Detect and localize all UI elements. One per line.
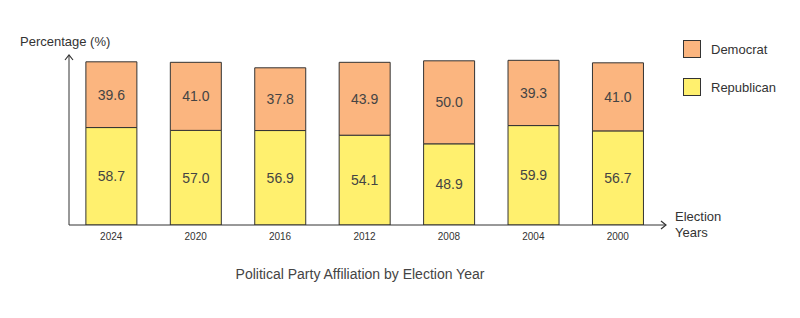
svg-text:2020: 2020 bbox=[185, 231, 208, 242]
svg-text:41.0: 41.0 bbox=[604, 89, 631, 105]
svg-text:2012: 2012 bbox=[353, 231, 376, 242]
html-text:Percentage (%): Percentage (%) bbox=[20, 34, 111, 49]
svg-text:2004: 2004 bbox=[522, 231, 545, 242]
html-text:Republican: Republican bbox=[711, 79, 776, 95]
svg-text:2024: 2024 bbox=[100, 231, 123, 242]
svg-text:37.8: 37.8 bbox=[267, 91, 294, 107]
html-text:Democrat: Democrat bbox=[711, 41, 768, 57]
svg-text:43.9: 43.9 bbox=[351, 91, 378, 107]
svg-text:2000: 2000 bbox=[607, 231, 630, 242]
svg-text:41.0: 41.0 bbox=[182, 88, 209, 104]
svg-text:50.0: 50.0 bbox=[435, 94, 462, 110]
svg-text:2016: 2016 bbox=[269, 231, 292, 242]
svg-text:59.9: 59.9 bbox=[520, 167, 547, 183]
html-text:Political Party Affiliation by: Political Party Affiliation by Election … bbox=[235, 266, 485, 282]
svg-text:2008: 2008 bbox=[438, 231, 461, 242]
html-text:Election Years: Election Years bbox=[675, 209, 722, 240]
svg-text:48.9: 48.9 bbox=[435, 176, 462, 192]
svg-text:57.0: 57.0 bbox=[182, 170, 209, 186]
svg-text:56.9: 56.9 bbox=[267, 170, 294, 186]
svg-text:54.1: 54.1 bbox=[351, 172, 378, 188]
svg-text:56.7: 56.7 bbox=[604, 170, 631, 186]
svg-text:39.3: 39.3 bbox=[520, 85, 547, 101]
svg-text:39.6: 39.6 bbox=[98, 87, 125, 103]
svg-text:58.7: 58.7 bbox=[98, 168, 125, 184]
